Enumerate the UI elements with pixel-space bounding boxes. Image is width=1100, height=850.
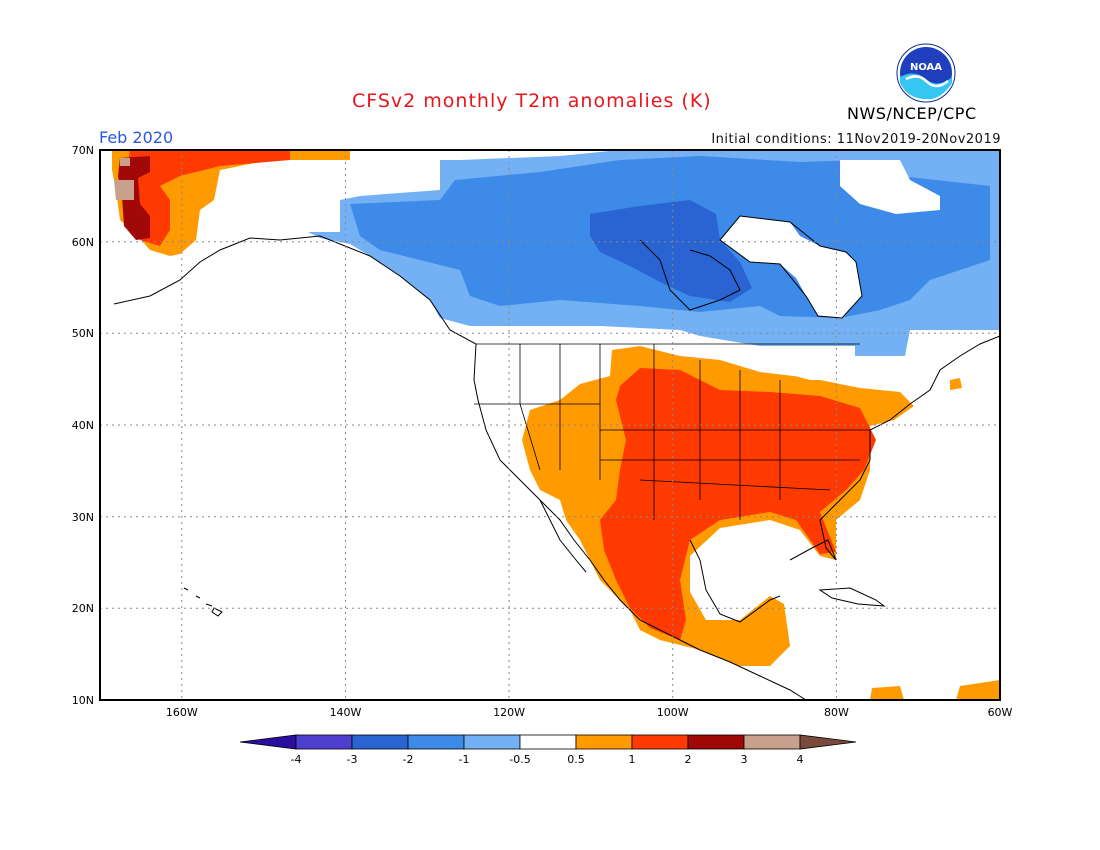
colorbar-label: -1 <box>459 753 470 766</box>
warm-anomaly-alaska-strong <box>126 150 290 246</box>
gulf-neutral <box>700 536 816 600</box>
colorbar-swatch <box>463 734 521 750</box>
colorbar-swatch <box>295 734 353 750</box>
colorbar-label: -3 <box>347 753 358 766</box>
coastline-hawaii <box>183 587 223 617</box>
colorbar-label: -2 <box>403 753 414 766</box>
forecast-month: Feb 2020 <box>99 128 174 147</box>
colorbar-swatch <box>743 734 801 750</box>
colorbar-label: 2 <box>685 753 692 766</box>
colorbar-swatch <box>687 734 745 750</box>
warm-patch-caribbean <box>870 680 1000 700</box>
colorbar-label: 3 <box>741 753 748 766</box>
lat-label: 20N <box>72 602 94 615</box>
colorbar-label: 1 <box>629 753 636 766</box>
colorbar-label: 0.5 <box>567 753 585 766</box>
lon-label: 100W <box>657 706 689 719</box>
colorbar-swatch <box>407 734 465 750</box>
coastline-baja <box>539 499 587 573</box>
warm-patch-atlantic <box>950 378 962 390</box>
colorbar-arrow-left <box>239 734 297 750</box>
coastline-hudson-bay <box>639 239 741 311</box>
warm-anomaly-alaska-peak <box>114 158 134 200</box>
lon-label: 140W <box>330 706 362 719</box>
coastline-cuba <box>818 587 886 607</box>
graticule <box>100 150 1000 700</box>
lon-label: 60W <box>988 706 1013 719</box>
coastline-greenland <box>719 215 863 319</box>
lat-label: 30N <box>72 511 94 524</box>
cold-anomaly-region-strong <box>590 200 752 302</box>
warm-anomaly-us-strong <box>600 368 876 640</box>
lon-label: 80W <box>824 706 849 719</box>
colorbar-label: -4 <box>291 753 302 766</box>
logo-text: NOAA <box>910 62 942 73</box>
lat-label: 60N <box>72 236 94 249</box>
lon-label: 160W <box>166 706 198 719</box>
map-title: CFSv2 monthly T2m anomalies (K) <box>352 90 712 112</box>
longitude-labels: 160W 140W 120W 100W 80W 60W <box>166 706 1013 719</box>
lat-label: 10N <box>72 694 94 707</box>
latitude-labels: 70N 60N 50N 40N 30N 20N 10N <box>72 144 94 707</box>
northeast-neutral <box>760 346 855 380</box>
colorbar-swatch <box>351 734 409 750</box>
colorbar-swatch <box>631 734 689 750</box>
state-borders <box>474 343 870 520</box>
colorbar-label: -0.5 <box>509 753 530 766</box>
arctic-neutral <box>840 160 940 214</box>
lat-label: 40N <box>72 419 94 432</box>
lat-label: 70N <box>72 144 94 157</box>
colorbar-arrow-right <box>799 734 857 750</box>
colorbar-swatch <box>519 734 577 750</box>
lon-label: 120W <box>493 706 525 719</box>
initial-conditions: Initial conditions: 11Nov2019-20Nov2019 <box>711 132 1001 147</box>
noaa-logo-icon: NOAA <box>896 43 956 103</box>
colorbar-swatch <box>575 734 633 750</box>
map-frame <box>99 149 1001 701</box>
colorbar-labels: -4 -3 -2 -1 -0.5 0.5 1 2 3 4 <box>291 753 804 766</box>
agency-label: NWS/NCEP/CPC <box>847 104 977 123</box>
colorbar <box>239 734 857 750</box>
colorbar-label: 4 <box>797 753 804 766</box>
lat-label: 50N <box>72 327 94 340</box>
